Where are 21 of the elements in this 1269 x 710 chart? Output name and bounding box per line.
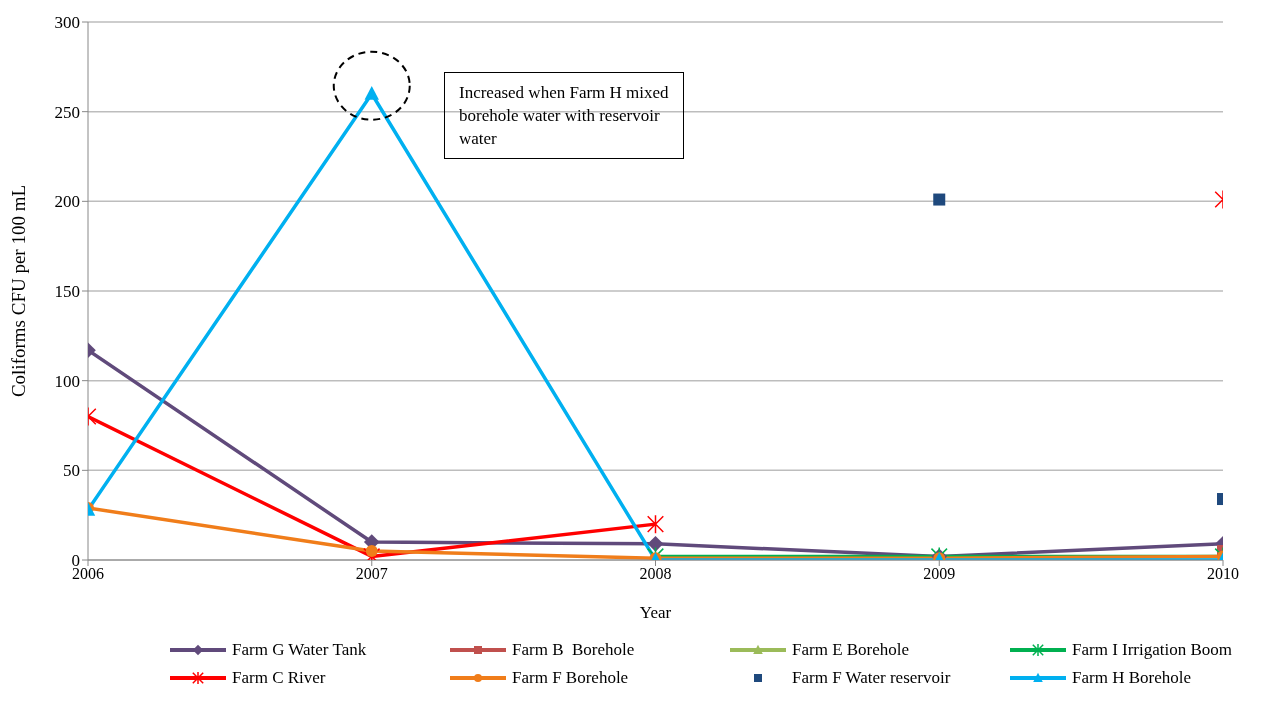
y-tick-label: 100 [54, 371, 80, 391]
y-axis-title: Coliforms CFU per 100 mL [7, 184, 29, 398]
x-tick-label: 2009 [923, 565, 956, 583]
x-axis-title: Year [639, 603, 672, 622]
y-tick-label: 150 [54, 282, 80, 302]
legend-label: Farm C River [232, 668, 326, 688]
annotation: Increased when Farm H mixed borehole water with reservoir water [459, 82, 669, 150]
legend-label: Farm H Borehole [1072, 668, 1191, 688]
x-tick-label: 2010 [1207, 565, 1239, 583]
legend-label: Farm F Water reservoir [792, 668, 951, 688]
legend-label: Farm F Borehole [512, 668, 629, 688]
x-tick-label: 2007 [355, 565, 388, 583]
y-tick-label: 250 [54, 102, 80, 122]
y-tick-label: 200 [54, 192, 80, 212]
legend-label: Farm I Irrigation Boom [1072, 640, 1233, 660]
legend-label: Farm G Water Tank [232, 640, 367, 660]
y-tick-label: 300 [54, 13, 80, 33]
x-tick-label: 2008 [639, 565, 672, 583]
legend-label: Farm E Borehole [792, 640, 910, 660]
y-tick-label: 50 [63, 461, 80, 481]
legend-label: Farm B Borehole [512, 640, 635, 660]
